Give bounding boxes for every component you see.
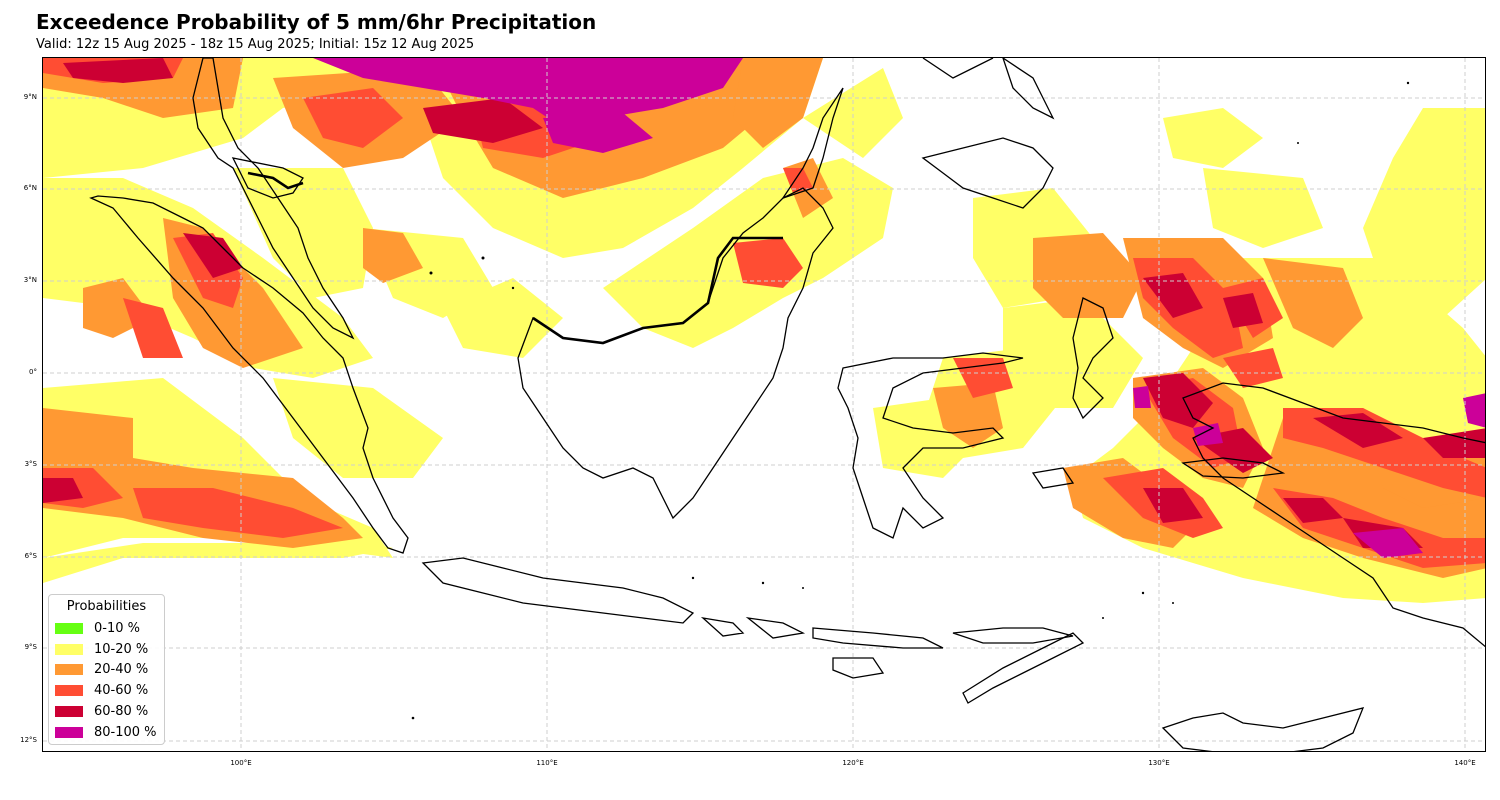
small-islands [411,81,1410,720]
legend-swatch [55,622,83,634]
legend-item-40-60: 40-60 % [55,682,148,698]
lat-label-12s: 12°S [20,736,37,744]
coastline-malay-peninsula [192,58,355,340]
legend-label: 0-10 % [94,620,140,636]
legend-swatch [55,684,83,696]
lon-label-100e: 100°E [230,759,252,767]
coastline-seram [1181,457,1286,479]
lon-label-110e: 110°E [536,759,558,767]
legend-item-0-10: 0-10 % [55,620,140,636]
coastline-new-guinea [1182,382,1485,648]
coastline-java [421,557,695,624]
lat-label-0: 0° [29,368,37,376]
coastline-sabah [781,87,844,200]
lat-label-6n: 6°N [23,184,37,192]
prob-band-80-100 [313,58,1485,558]
probability-field [43,58,1485,603]
legend-item-20-40: 20-40 % [55,661,148,677]
coastline-sumba [832,657,885,679]
coastline-buru [1031,467,1075,489]
lat-label-3n: 3°N [23,276,37,284]
border-kalimantan [532,236,783,345]
lat-label-6s: 6°S [24,552,37,560]
legend-title: Probabilities [66,599,147,614]
coastline-mindanao [921,137,1054,209]
lon-label-120e: 120°E [842,759,864,767]
map-canvas [43,58,1485,751]
lon-label-140e: 140°E [1454,759,1476,767]
legend-item-60-80: 60-80 % [55,703,148,719]
border-sumatra-misc [247,171,304,190]
legend-item-80-100: 80-100 % [55,724,157,740]
lon-label-130e: 130°E [1148,759,1170,767]
coastlines [89,58,1485,751]
lat-label-9s: 9°S [24,643,37,651]
coastline-thailand [231,157,304,199]
legend-label: 60-80 % [94,703,149,719]
legend-swatch [55,663,83,675]
coastline-timor [962,632,1085,704]
legend-swatch [55,726,83,738]
map-panel [42,57,1486,752]
legend-swatch [55,705,83,717]
legend: Probabilities 0-10 % 10-20 % 20-40 % 40-… [48,594,165,745]
legend-label: 40-60 % [94,682,149,698]
gridlines [43,58,1485,751]
legend-item-10-20: 10-20 % [55,641,148,657]
legend-swatch [55,643,83,655]
coastline-lesser-sunda [700,616,1074,649]
legend-label: 10-20 % [94,641,149,657]
lat-label-9n: 9°N [23,93,37,101]
coastline-sulawesi [837,352,1024,539]
coastline-halmahera [1072,297,1114,420]
coastline-philippines-north [922,58,1055,120]
coastline-sumatra [89,195,409,554]
legend-label: 20-40 % [94,661,149,677]
lat-label-3s: 3°S [24,460,37,468]
chart-title: Exceedence Probability of 5 mm/6hr Preci… [36,10,597,34]
legend-label: 80-100 % [94,724,157,740]
chart-subtitle: Valid: 12z 15 Aug 2025 - 18z 15 Aug 2025… [36,37,475,52]
coastline-australia [1161,707,1365,751]
